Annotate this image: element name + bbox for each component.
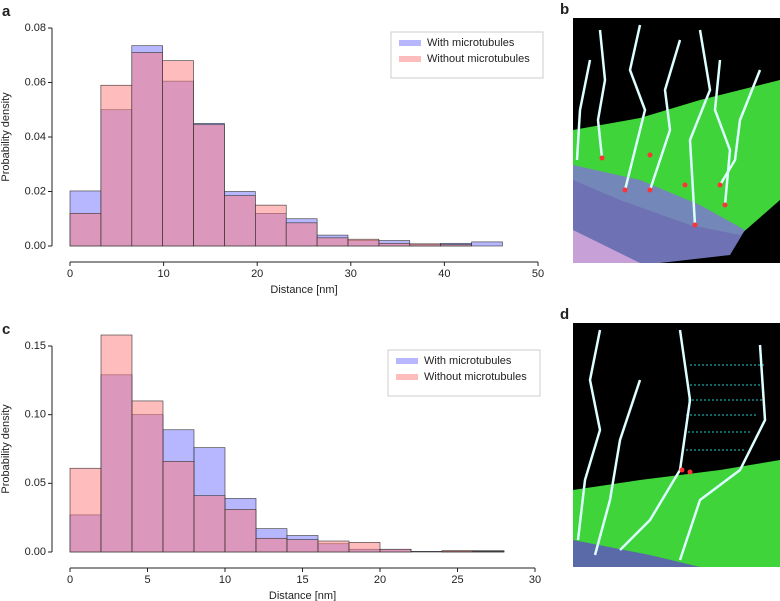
x-tick-label: 20 <box>374 574 386 586</box>
histogram-bar <box>440 244 472 247</box>
histogram-bar <box>316 237 349 247</box>
histogram-bar <box>131 400 164 553</box>
x-tick-label: 0 <box>67 268 73 280</box>
x-tick-label: 0 <box>67 574 73 586</box>
histogram-bar <box>441 550 474 553</box>
panel-label: c <box>2 321 10 338</box>
y-tick-label: 0.00 <box>25 546 46 558</box>
y-tick-label: 0.05 <box>25 477 46 489</box>
histogram-bar <box>347 238 380 247</box>
legend-box <box>387 349 541 397</box>
x-tick-label: 30 <box>529 574 541 586</box>
legend-label: With microtubules <box>424 355 512 367</box>
x-axis-label: Distance [nm] <box>269 590 336 601</box>
histogram-bar <box>410 551 443 553</box>
legend-label: With microtubules <box>427 37 515 49</box>
legend-label: Without microtubules <box>427 53 530 65</box>
histogram-bar <box>285 222 318 247</box>
histogram-bar <box>255 537 288 553</box>
x-tick-label: 10 <box>219 574 231 586</box>
y-tick-label: 0.00 <box>25 240 46 252</box>
y-axis-label: Probability density <box>0 92 12 182</box>
y-tick-label: 0.04 <box>25 131 46 143</box>
histogram-bar <box>255 204 287 247</box>
x-tick-label: 10 <box>157 268 169 280</box>
histogram-bar <box>224 509 257 553</box>
y-tick-label: 0.08 <box>25 22 46 34</box>
legend-label: Without microtubules <box>424 371 527 383</box>
histogram-bar <box>472 551 505 553</box>
histogram-bar <box>100 84 133 247</box>
legend-box <box>390 31 544 79</box>
microscopy-render-d <box>573 323 780 567</box>
x-tick-label: 20 <box>251 268 263 280</box>
x-tick-label: 40 <box>438 268 450 280</box>
histogram-bar <box>162 461 195 553</box>
histogram-bar <box>69 213 102 247</box>
x-axis-label: Distance [nm] <box>270 284 337 296</box>
histogram-bar <box>193 495 226 553</box>
panel-label: d <box>560 306 569 323</box>
microscopy-render-b <box>573 18 780 263</box>
x-tick-label: 5 <box>144 574 150 586</box>
y-tick-label: 0.02 <box>25 185 46 197</box>
x-tick-label: 15 <box>296 574 308 586</box>
y-tick-label: 0.10 <box>25 409 46 421</box>
x-tick-label: 25 <box>451 574 463 586</box>
y-tick-label: 0.15 <box>25 340 46 352</box>
histogram-bar <box>378 242 411 247</box>
histogram-bar <box>69 467 102 553</box>
histogram-bar <box>193 124 225 247</box>
histogram-bar <box>471 241 503 247</box>
histogram-bar <box>348 542 381 553</box>
histogram-bar <box>409 243 441 247</box>
histogram-bar <box>286 539 319 553</box>
y-tick-label: 0.06 <box>25 76 46 88</box>
histogram-bar <box>224 195 256 247</box>
y-axis-label: Probability density <box>0 404 12 494</box>
histogram-bar <box>379 548 412 553</box>
histogram-bar <box>317 540 350 553</box>
x-tick-label: 30 <box>345 268 357 280</box>
histogram-bar <box>100 334 133 553</box>
histogram-bar <box>131 52 163 247</box>
panel-label: b <box>560 1 569 18</box>
panel-label: a <box>2 3 11 20</box>
histogram-bar <box>162 60 194 247</box>
x-tick-label: 50 <box>532 268 544 280</box>
